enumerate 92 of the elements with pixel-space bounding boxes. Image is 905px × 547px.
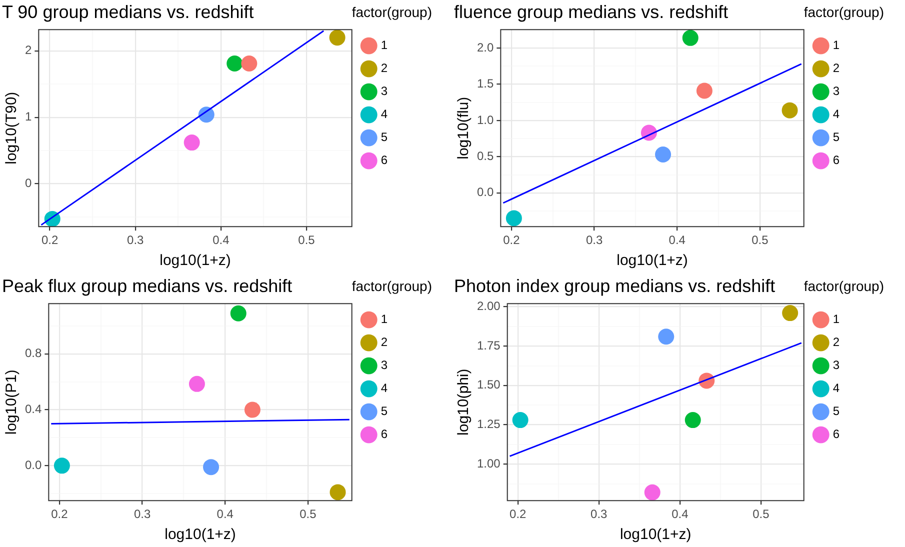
legend-label: 3	[832, 358, 840, 372]
point	[696, 82, 712, 99]
y-tick-label: 2	[24, 43, 32, 58]
legend-label: 5	[832, 130, 840, 144]
y-tick-label: 0.8	[24, 346, 42, 360]
point	[782, 102, 798, 118]
point	[203, 459, 220, 476]
legend-label: 2	[832, 335, 840, 350]
point	[658, 328, 674, 345]
y-axis-title: log10(flu)	[455, 96, 472, 160]
y-tick-label: 1	[24, 110, 32, 124]
point	[184, 134, 200, 151]
y-tick-label: 1.75	[476, 338, 501, 352]
y-axis-title: log10(P1)	[3, 370, 20, 435]
x-tick-label: 0.5	[298, 233, 316, 248]
point	[655, 146, 672, 162]
point	[330, 484, 346, 500]
x-tick-label: 0.2	[503, 233, 520, 248]
x-tick-label: 0.2	[510, 507, 527, 522]
point	[244, 402, 260, 418]
point	[54, 458, 70, 474]
legend-title: factor(group)	[804, 278, 884, 294]
point	[230, 305, 246, 322]
legend-label: 6	[832, 153, 840, 168]
x-tick-label: 0.5	[752, 507, 770, 522]
x-tick-label: 0.3	[586, 233, 603, 248]
legend-label: 4	[832, 381, 840, 396]
point	[782, 305, 798, 322]
x-tick-label: 0.5	[300, 507, 317, 522]
y-tick-label: 0.0	[476, 185, 494, 200]
y-tick-label: 1.25	[476, 417, 501, 432]
legend-label: 2	[380, 335, 388, 350]
legend-label: 4	[832, 107, 840, 122]
y-tick-label: 1.50	[476, 378, 501, 392]
legend-label: 2	[832, 61, 840, 76]
chart-title: Peak flux group medians vs. redshift	[2, 276, 292, 296]
legend-label: 3	[380, 84, 388, 98]
x-axis-title: log10(1+z)	[620, 526, 692, 544]
legend-label: 5	[832, 404, 840, 418]
y-tick-label: 0.0	[24, 458, 42, 472]
point	[226, 55, 243, 72]
legend-label: 3	[380, 358, 388, 372]
x-axis-title: log10(1+z)	[616, 252, 688, 270]
legend-label: 6	[832, 427, 840, 442]
legend-label: 1	[832, 312, 840, 326]
legend-title: factor(group)	[804, 4, 884, 20]
y-tick-label: 0.4	[24, 402, 42, 416]
legend-label: 4	[380, 107, 388, 122]
x-axis-title: log10(1+z)	[160, 252, 231, 270]
x-tick-label: 0.3	[134, 507, 151, 522]
chart-title: T 90 group medians vs. redshift	[2, 2, 254, 22]
chart-title: fluence group medians vs. redshift	[454, 2, 728, 22]
point	[506, 210, 522, 226]
y-tick-label: 1.00	[476, 456, 501, 470]
legend-label: 5	[380, 130, 388, 144]
legend-label: 6	[380, 427, 388, 442]
y-tick-label: 1.5	[476, 76, 494, 91]
point	[684, 412, 701, 428]
legend-label: 3	[832, 84, 840, 98]
legend-label: 5	[380, 404, 388, 418]
legend-title: factor(group)	[352, 4, 432, 20]
legend-title: factor(group)	[352, 278, 432, 294]
point	[512, 412, 528, 428]
x-tick-label: 0.5	[752, 233, 769, 248]
x-tick-label: 0.2	[51, 507, 68, 522]
x-tick-label: 0.4	[668, 233, 686, 248]
y-axis-title: log10(T90)	[3, 92, 20, 164]
legend-label: 1	[380, 312, 388, 326]
x-tick-label: 0.2	[41, 233, 58, 248]
legend-label: 1	[832, 38, 840, 52]
y-tick-label: 2.0	[476, 40, 494, 54]
point	[682, 30, 698, 46]
x-tick-label: 0.4	[216, 507, 234, 522]
y-tick-label: 2.00	[476, 299, 501, 314]
x-tick-label: 0.3	[127, 233, 144, 248]
chart-title: Photon index group medians vs. redshift	[454, 276, 776, 296]
point	[329, 30, 346, 46]
legend-label: 1	[380, 38, 388, 52]
y-tick-label: 0.5	[476, 148, 494, 163]
point	[644, 484, 660, 500]
point	[241, 55, 258, 72]
legend-label: 6	[380, 153, 388, 168]
point	[188, 376, 205, 392]
legend-label: 2	[380, 61, 388, 76]
y-tick-label: 1.0	[476, 112, 494, 127]
x-tick-label: 0.4	[212, 233, 230, 248]
legend-label: 4	[380, 381, 388, 396]
x-axis-title: log10(1+z)	[164, 526, 236, 544]
y-axis-title: log10(phi)	[455, 368, 472, 436]
x-tick-label: 0.4	[672, 507, 689, 522]
x-tick-label: 0.3	[590, 507, 608, 522]
y-tick-label: 0	[24, 176, 32, 190]
